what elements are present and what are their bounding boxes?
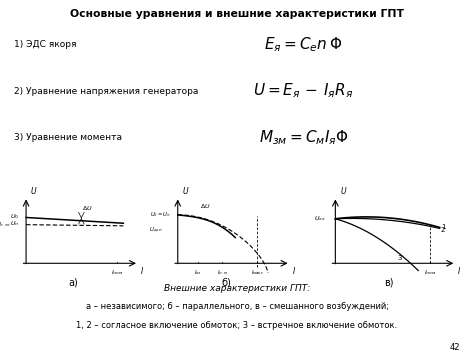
Text: $U$: $U$ <box>182 185 190 196</box>
Text: $U_{н.зн}$: $U_{н.зн}$ <box>0 220 10 229</box>
Text: $I_{н.м}$: $I_{н.м}$ <box>217 268 228 277</box>
Text: $\Delta U$: $\Delta U$ <box>200 202 211 210</box>
Text: 1, 2 – согласное включение обмоток; 3 – встречное включение обмоток.: 1, 2 – согласное включение обмоток; 3 – … <box>76 321 398 330</box>
Text: $U_{хх}$: $U_{хх}$ <box>314 214 326 223</box>
Text: $U$: $U$ <box>340 185 347 196</box>
Text: $U_0 = U_н$: $U_0 = U_н$ <box>150 210 171 219</box>
Text: $U_0$: $U_0$ <box>10 212 19 221</box>
Text: а): а) <box>69 278 78 288</box>
Text: $U =E_{\mathit{я}}\,-\,I_{\mathit{я}}R_{\mathit{я}}$: $U =E_{\mathit{я}}\,-\,I_{\mathit{я}}R_{… <box>253 82 354 100</box>
Text: 1) ЭДС якоря: 1) ЭДС якоря <box>14 40 77 49</box>
Text: $U_{доп}$: $U_{доп}$ <box>149 226 162 235</box>
Text: 42: 42 <box>449 343 460 352</box>
Text: а – независимого; б – параллельного, в – смешанного возбуждений;: а – независимого; б – параллельного, в –… <box>85 302 389 311</box>
Text: 2) Уравнение напряжения генератора: 2) Уравнение напряжения генератора <box>14 86 199 96</box>
Text: $U_н$: $U_н$ <box>10 220 19 228</box>
Text: Внешние характеристики ГПТ:: Внешние характеристики ГПТ: <box>164 284 310 293</box>
Text: $I$: $I$ <box>140 265 144 276</box>
Text: б): б) <box>221 278 231 288</box>
Text: $I$: $I$ <box>292 265 296 276</box>
Text: $E_{\mathit{я}} =C_{e}n\,\Phi$: $E_{\mathit{я}} =C_{e}n\,\Phi$ <box>264 35 342 54</box>
Text: $I_{макс}$: $I_{макс}$ <box>251 268 264 277</box>
Text: 3: 3 <box>397 255 401 261</box>
Text: 3) Уравнение момента: 3) Уравнение момента <box>14 133 122 142</box>
Text: $M_{\mathit{зм}} =C_{\mathit{м}}I_{\mathit{я}}\Phi$: $M_{\mathit{зм}} =C_{\mathit{м}}I_{\math… <box>258 128 348 147</box>
Text: 1: 1 <box>441 225 445 230</box>
Text: $U$: $U$ <box>30 185 38 196</box>
Text: в): в) <box>384 278 393 288</box>
Text: Основные уравнения и внешние характеристики ГПТ: Основные уравнения и внешние характерист… <box>70 9 404 19</box>
Text: $I_{ном}$: $I_{ном}$ <box>110 268 123 277</box>
Text: $I_{ном}$: $I_{ном}$ <box>424 268 437 277</box>
Text: $\Delta U$: $\Delta U$ <box>82 204 92 212</box>
Text: 2: 2 <box>441 227 445 233</box>
Text: $I$: $I$ <box>457 265 462 276</box>
Text: $I_{кз}$: $I_{кз}$ <box>194 268 201 277</box>
